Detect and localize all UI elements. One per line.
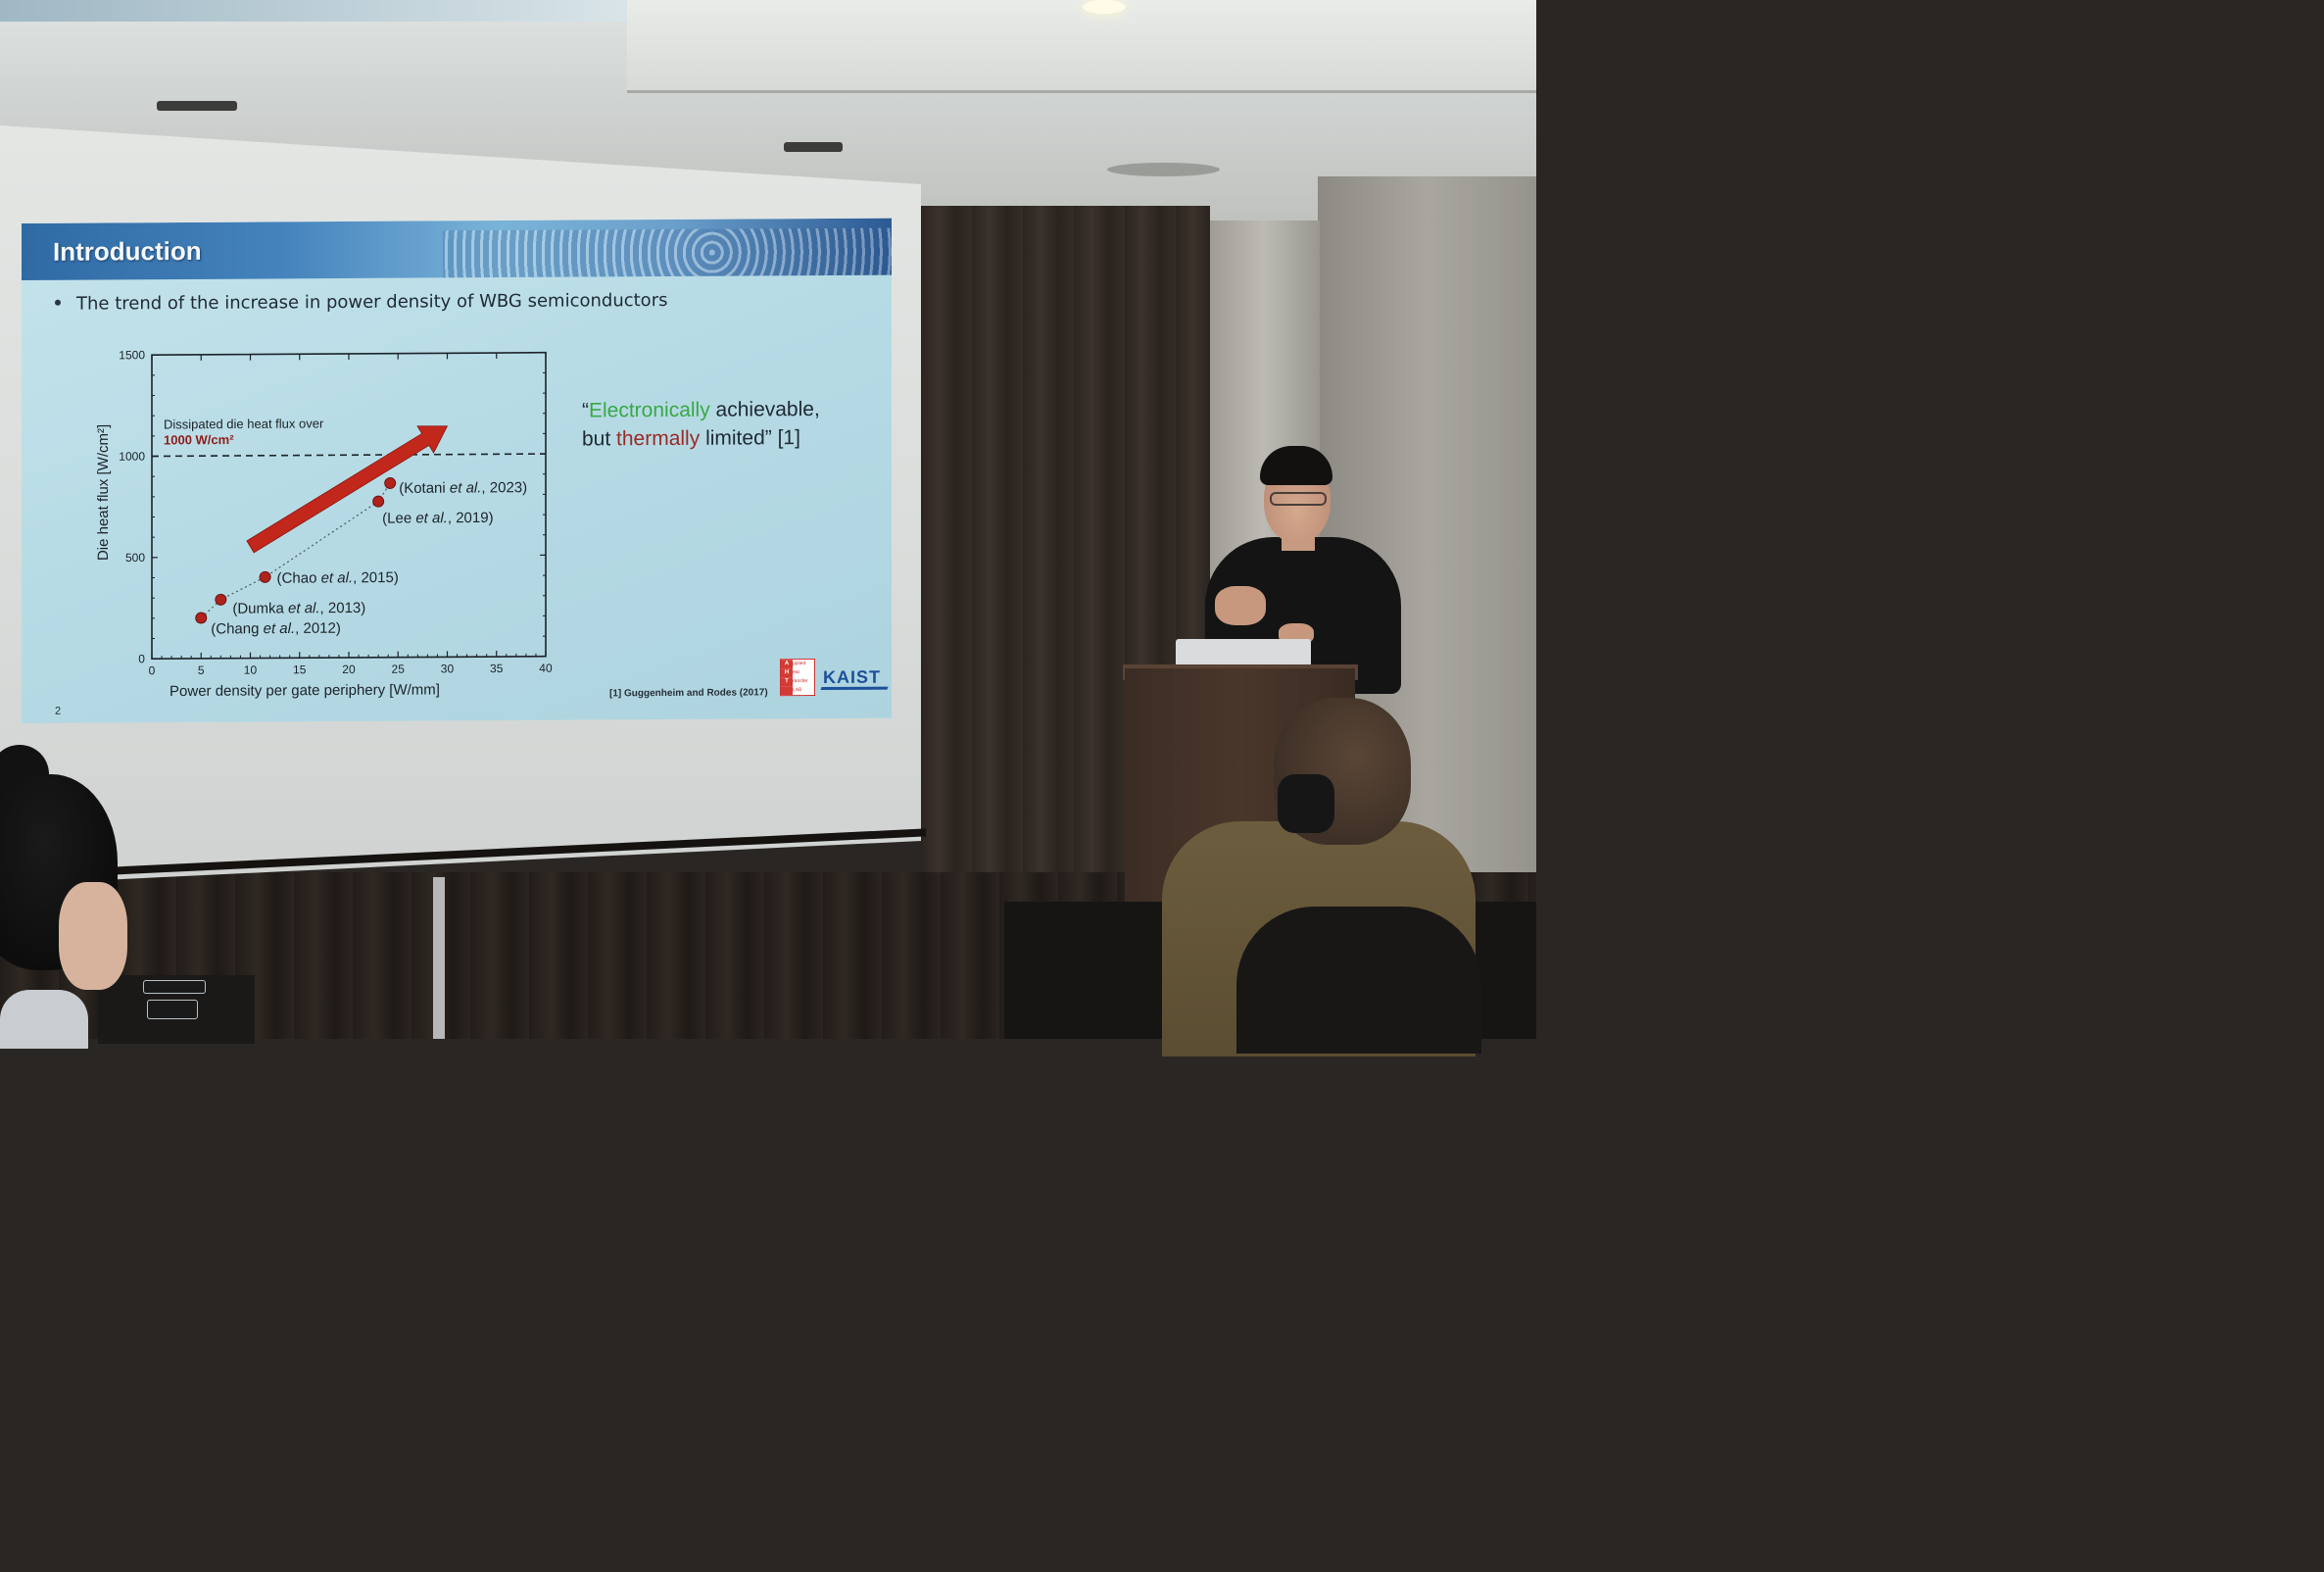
data-point [195, 612, 208, 624]
kaist-logo: KAIST [823, 666, 881, 688]
x-tick-label: 15 [293, 663, 307, 676]
slide-reference: [1] Guggenheim and Rodes (2017) [609, 687, 768, 700]
quote-rest-line1: achievable, [709, 398, 820, 421]
presenter-glasses [1270, 492, 1327, 506]
presenter-hand [1215, 586, 1266, 625]
quote-open-mark: “ [582, 399, 589, 422]
x-tick-label: 20 [342, 663, 356, 676]
threshold-label: Dissipated die heat flux over [164, 416, 324, 431]
presenter-hair [1260, 446, 1332, 485]
aht-letter: H [781, 668, 793, 678]
aht-letter: A [781, 660, 793, 669]
kaist-logo-underline [820, 686, 889, 691]
data-point [259, 570, 271, 583]
audience-hand [59, 882, 127, 990]
projected-slide: Introduction The trend of the increase i… [22, 218, 892, 724]
data-point [372, 495, 385, 508]
audience-chair [1236, 907, 1481, 1054]
data-point-label: (Chang et al., 2012) [211, 620, 341, 638]
threshold-value-label: 1000 W/cm² [164, 432, 234, 447]
label-author: (Lee [382, 510, 415, 526]
label-et-al: et al. [321, 569, 354, 586]
label-year: , 2013) [320, 600, 366, 616]
threshold-line [152, 453, 546, 458]
ceiling-light [1083, 0, 1126, 14]
quote-word-electronically: Electronically [589, 398, 710, 422]
data-point-label: (Dumka et al., 2013) [232, 600, 365, 617]
slide-page-number: 2 [55, 705, 62, 717]
y-tick-label: 1500 [119, 348, 145, 362]
label-year: , 2015) [353, 569, 399, 586]
audience-shirt [0, 990, 88, 1049]
x-tick-label: 0 [149, 663, 156, 677]
ceiling-speaker [1107, 163, 1220, 176]
ceiling-vent [784, 142, 843, 152]
x-tick-label: 25 [392, 663, 406, 676]
aht-word: eat [793, 669, 799, 676]
aht-word: LAB [793, 687, 802, 694]
label-author: (Kotani [399, 480, 450, 497]
ceiling-recess [627, 0, 1536, 93]
x-tick-label: 40 [539, 662, 553, 675]
data-point [384, 476, 397, 489]
ceiling-vent [157, 101, 237, 111]
label-et-al: et al. [450, 479, 482, 496]
y-tick-label: 1000 [119, 450, 145, 464]
label-author: (Chang [211, 620, 263, 637]
y-tick-label: 500 [125, 551, 145, 565]
phone [147, 1000, 198, 1019]
x-tick-label: 5 [198, 663, 205, 677]
label-year: , 2019) [448, 510, 494, 526]
y-axis-label: Die heat flux [W/cm²] [95, 424, 112, 561]
data-point-label: (Lee et al., 2019) [382, 510, 493, 527]
ceiling-panel [0, 0, 627, 22]
label-author: (Dumka [232, 600, 288, 616]
quote-word-thermally: thermally [616, 426, 701, 451]
power-density-chart: 0 5 10 15 20 25 30 35 40 0 500 1000 1500 Power densit… [95, 348, 553, 700]
label-author: (Chao [277, 569, 321, 586]
x-axis-label: Power density per gate periphery [W/mm] [169, 681, 440, 700]
label-year: , 2012) [295, 620, 341, 637]
trend-dotted-line [200, 482, 391, 619]
y-tick-label: 0 [138, 652, 145, 665]
label-et-al: et al. [415, 510, 448, 526]
slide-quote: “Electronically achievable, but thermall… [582, 395, 820, 453]
aht-word: ransfer [793, 678, 808, 685]
data-point [215, 593, 227, 606]
phone [143, 980, 206, 994]
trend-arrow [246, 425, 449, 554]
face-mask [1278, 774, 1334, 833]
label-et-al: et al. [264, 620, 296, 637]
x-tick-label: 35 [490, 662, 504, 675]
data-point-label: (Chao et al., 2015) [277, 569, 399, 587]
quote-line2-start: but [582, 427, 617, 451]
screen-stand [433, 877, 445, 1039]
x-tick-label: 30 [441, 662, 455, 675]
quote-rest-line2: limited” [1] [700, 426, 800, 450]
label-et-al: et al. [288, 600, 320, 616]
x-tick-label: 10 [244, 663, 258, 677]
label-year: , 2023) [481, 479, 527, 496]
aht-letter: T [781, 677, 793, 687]
aht-word: pplied [793, 661, 806, 667]
data-point-label: (Kotani et al., 2023) [399, 479, 527, 497]
